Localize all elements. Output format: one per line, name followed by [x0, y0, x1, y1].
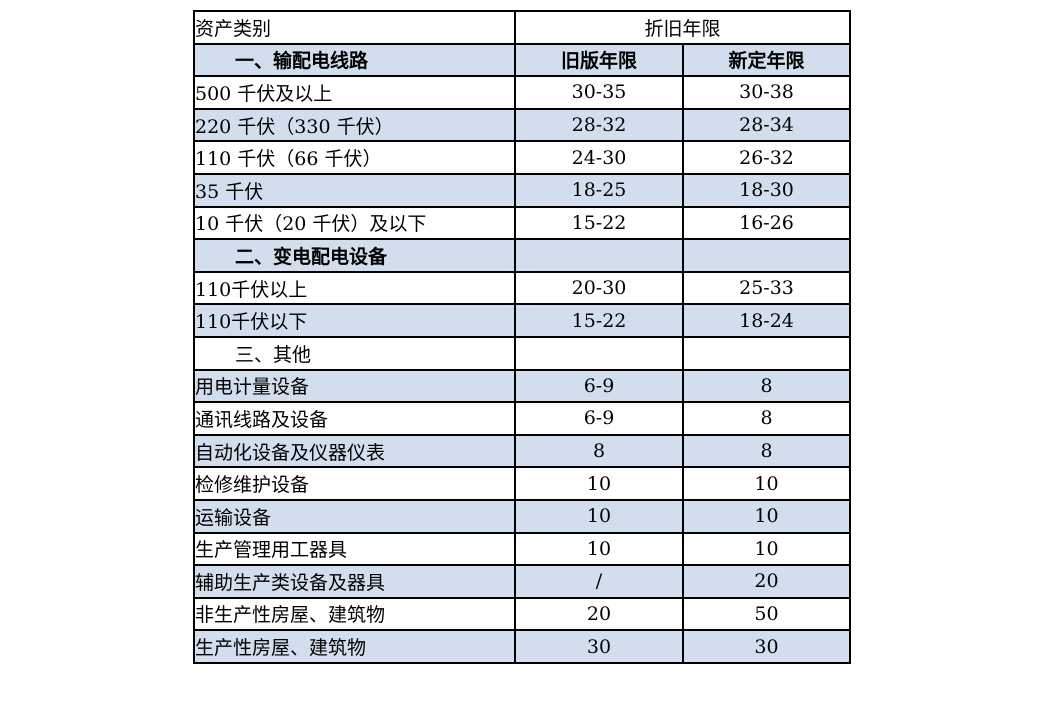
old-years-cell: 30-35 [514, 75, 684, 110]
depreciation-table-container: 资产类别 折旧年限 一、输配电线路 旧版年限 新定年限 500 千伏及以上 30-35 3… [193, 10, 852, 664]
table-row: 通讯线路及设备 6-9 8 [193, 401, 852, 436]
old-years-cell: 20 [514, 596, 684, 632]
old-years-cell: 旧版年限 [514, 42, 684, 78]
old-years-cell: 10 [514, 531, 684, 567]
asset-category-cell: 110千伏以下 [193, 303, 516, 338]
old-years-cell: 30 [514, 629, 684, 664]
old-years-cell [514, 335, 684, 371]
asset-category-cell: 生产性房屋、建筑物 [193, 629, 516, 664]
asset-category-cell: 110千伏以上 [193, 270, 516, 306]
asset-category-cell: 辅助生产类设备及器具 [193, 564, 516, 599]
asset-category-cell: 生产管理用工器具 [193, 531, 516, 567]
new-years-cell: 25-33 [681, 270, 852, 306]
asset-category-cell: 二、变电配电设备 [193, 238, 516, 273]
table-row: 220 千伏（330 千伏） 28-32 28-34 [193, 107, 852, 143]
new-years-cell: 30-38 [681, 75, 852, 110]
old-years-cell: 20-30 [514, 270, 684, 306]
table-row: 生产管理用工器具 10 10 [193, 531, 852, 567]
new-years-cell: 28-34 [681, 107, 852, 143]
old-years-cell: 10 [514, 466, 684, 501]
asset-category-cell: 110 千伏（66 千伏） [193, 140, 516, 175]
asset-category-cell: 10 千伏（20 千伏）及以下 [193, 205, 516, 241]
old-years-cell: 6-9 [514, 368, 684, 404]
new-years-cell: 10 [681, 531, 852, 567]
old-years-cell: 18-25 [514, 172, 684, 208]
new-years-cell: 20 [681, 564, 852, 599]
table-section-row: 三、其他 [193, 335, 852, 371]
new-years-cell: 10 [681, 498, 852, 534]
new-years-cell: 18-24 [681, 303, 852, 338]
table-row: 110 千伏（66 千伏） 24-30 26-32 [193, 140, 852, 175]
asset-category-cell: 220 千伏（330 千伏） [193, 107, 516, 143]
table-row: 运输设备 10 10 [193, 498, 852, 534]
table-row: 35 千伏 18-25 18-30 [193, 172, 852, 208]
new-years-cell: 50 [681, 596, 852, 632]
asset-category-cell: 35 千伏 [193, 172, 516, 208]
table-row: 检修维护设备 10 10 [193, 466, 852, 501]
table-section-row: 二、变电配电设备 [193, 238, 852, 273]
table-header-row: 资产类别 折旧年限 [193, 10, 852, 45]
new-years-cell: 30 [681, 629, 852, 664]
new-years-cell: 10 [681, 466, 852, 501]
asset-category-cell: 检修维护设备 [193, 466, 516, 501]
new-years-cell: 26-32 [681, 140, 852, 175]
new-years-cell [681, 335, 852, 371]
old-years-cell: 10 [514, 498, 684, 534]
asset-category-cell: 500 千伏及以上 [193, 75, 516, 110]
old-years-cell: 15-22 [514, 205, 684, 241]
new-years-cell: 8 [681, 368, 852, 404]
asset-category-cell: 运输设备 [193, 498, 516, 534]
asset-category-cell: 三、其他 [193, 335, 516, 371]
table-row: 辅助生产类设备及器具/20 [193, 564, 852, 599]
asset-category-cell: 通讯线路及设备 [193, 401, 516, 436]
table-row: 110千伏以下 15-22 18-24 [193, 303, 852, 338]
asset-category-cell: 用电计量设备 [193, 368, 516, 404]
table-row: 自动化设备及仪器仪表 8 8 [193, 433, 852, 469]
header-depreciation-years: 折旧年限 [513, 10, 852, 45]
new-years-cell: 18-30 [681, 172, 852, 208]
asset-category-cell: 自动化设备及仪器仪表 [193, 433, 516, 469]
new-years-cell: 新定年限 [681, 42, 852, 78]
new-years-cell [681, 238, 852, 273]
table-row: 非生产性房屋、建筑物 20 50 [193, 596, 852, 632]
table-section-row: 一、输配电线路 旧版年限 新定年限 [193, 42, 852, 78]
depreciation-table: 资产类别 折旧年限 一、输配电线路 旧版年限 新定年限 500 千伏及以上 30-35 3… [193, 10, 852, 664]
old-years-cell: / [514, 564, 684, 599]
new-years-cell: 16-26 [681, 205, 852, 241]
old-years-cell: 6-9 [514, 401, 684, 436]
table-row: 用电计量设备 6-9 8 [193, 368, 852, 404]
old-years-cell: 15-22 [514, 303, 684, 338]
old-years-cell: 28-32 [514, 107, 684, 143]
new-years-cell: 8 [681, 433, 852, 469]
table-row: 500 千伏及以上 30-35 30-38 [193, 75, 852, 110]
table-row: 10 千伏（20 千伏）及以下 15-22 16-26 [193, 205, 852, 241]
asset-category-cell: 一、输配电线路 [193, 42, 516, 78]
header-asset-category: 资产类别 [193, 10, 516, 45]
table-row: 110千伏以上 20-30 25-33 [193, 270, 852, 306]
old-years-cell: 24-30 [514, 140, 684, 175]
old-years-cell: 8 [514, 433, 684, 469]
table-row: 生产性房屋、建筑物 30 30 [193, 629, 852, 664]
old-years-cell [514, 238, 684, 273]
new-years-cell: 8 [681, 401, 852, 436]
asset-category-cell: 非生产性房屋、建筑物 [193, 596, 516, 632]
